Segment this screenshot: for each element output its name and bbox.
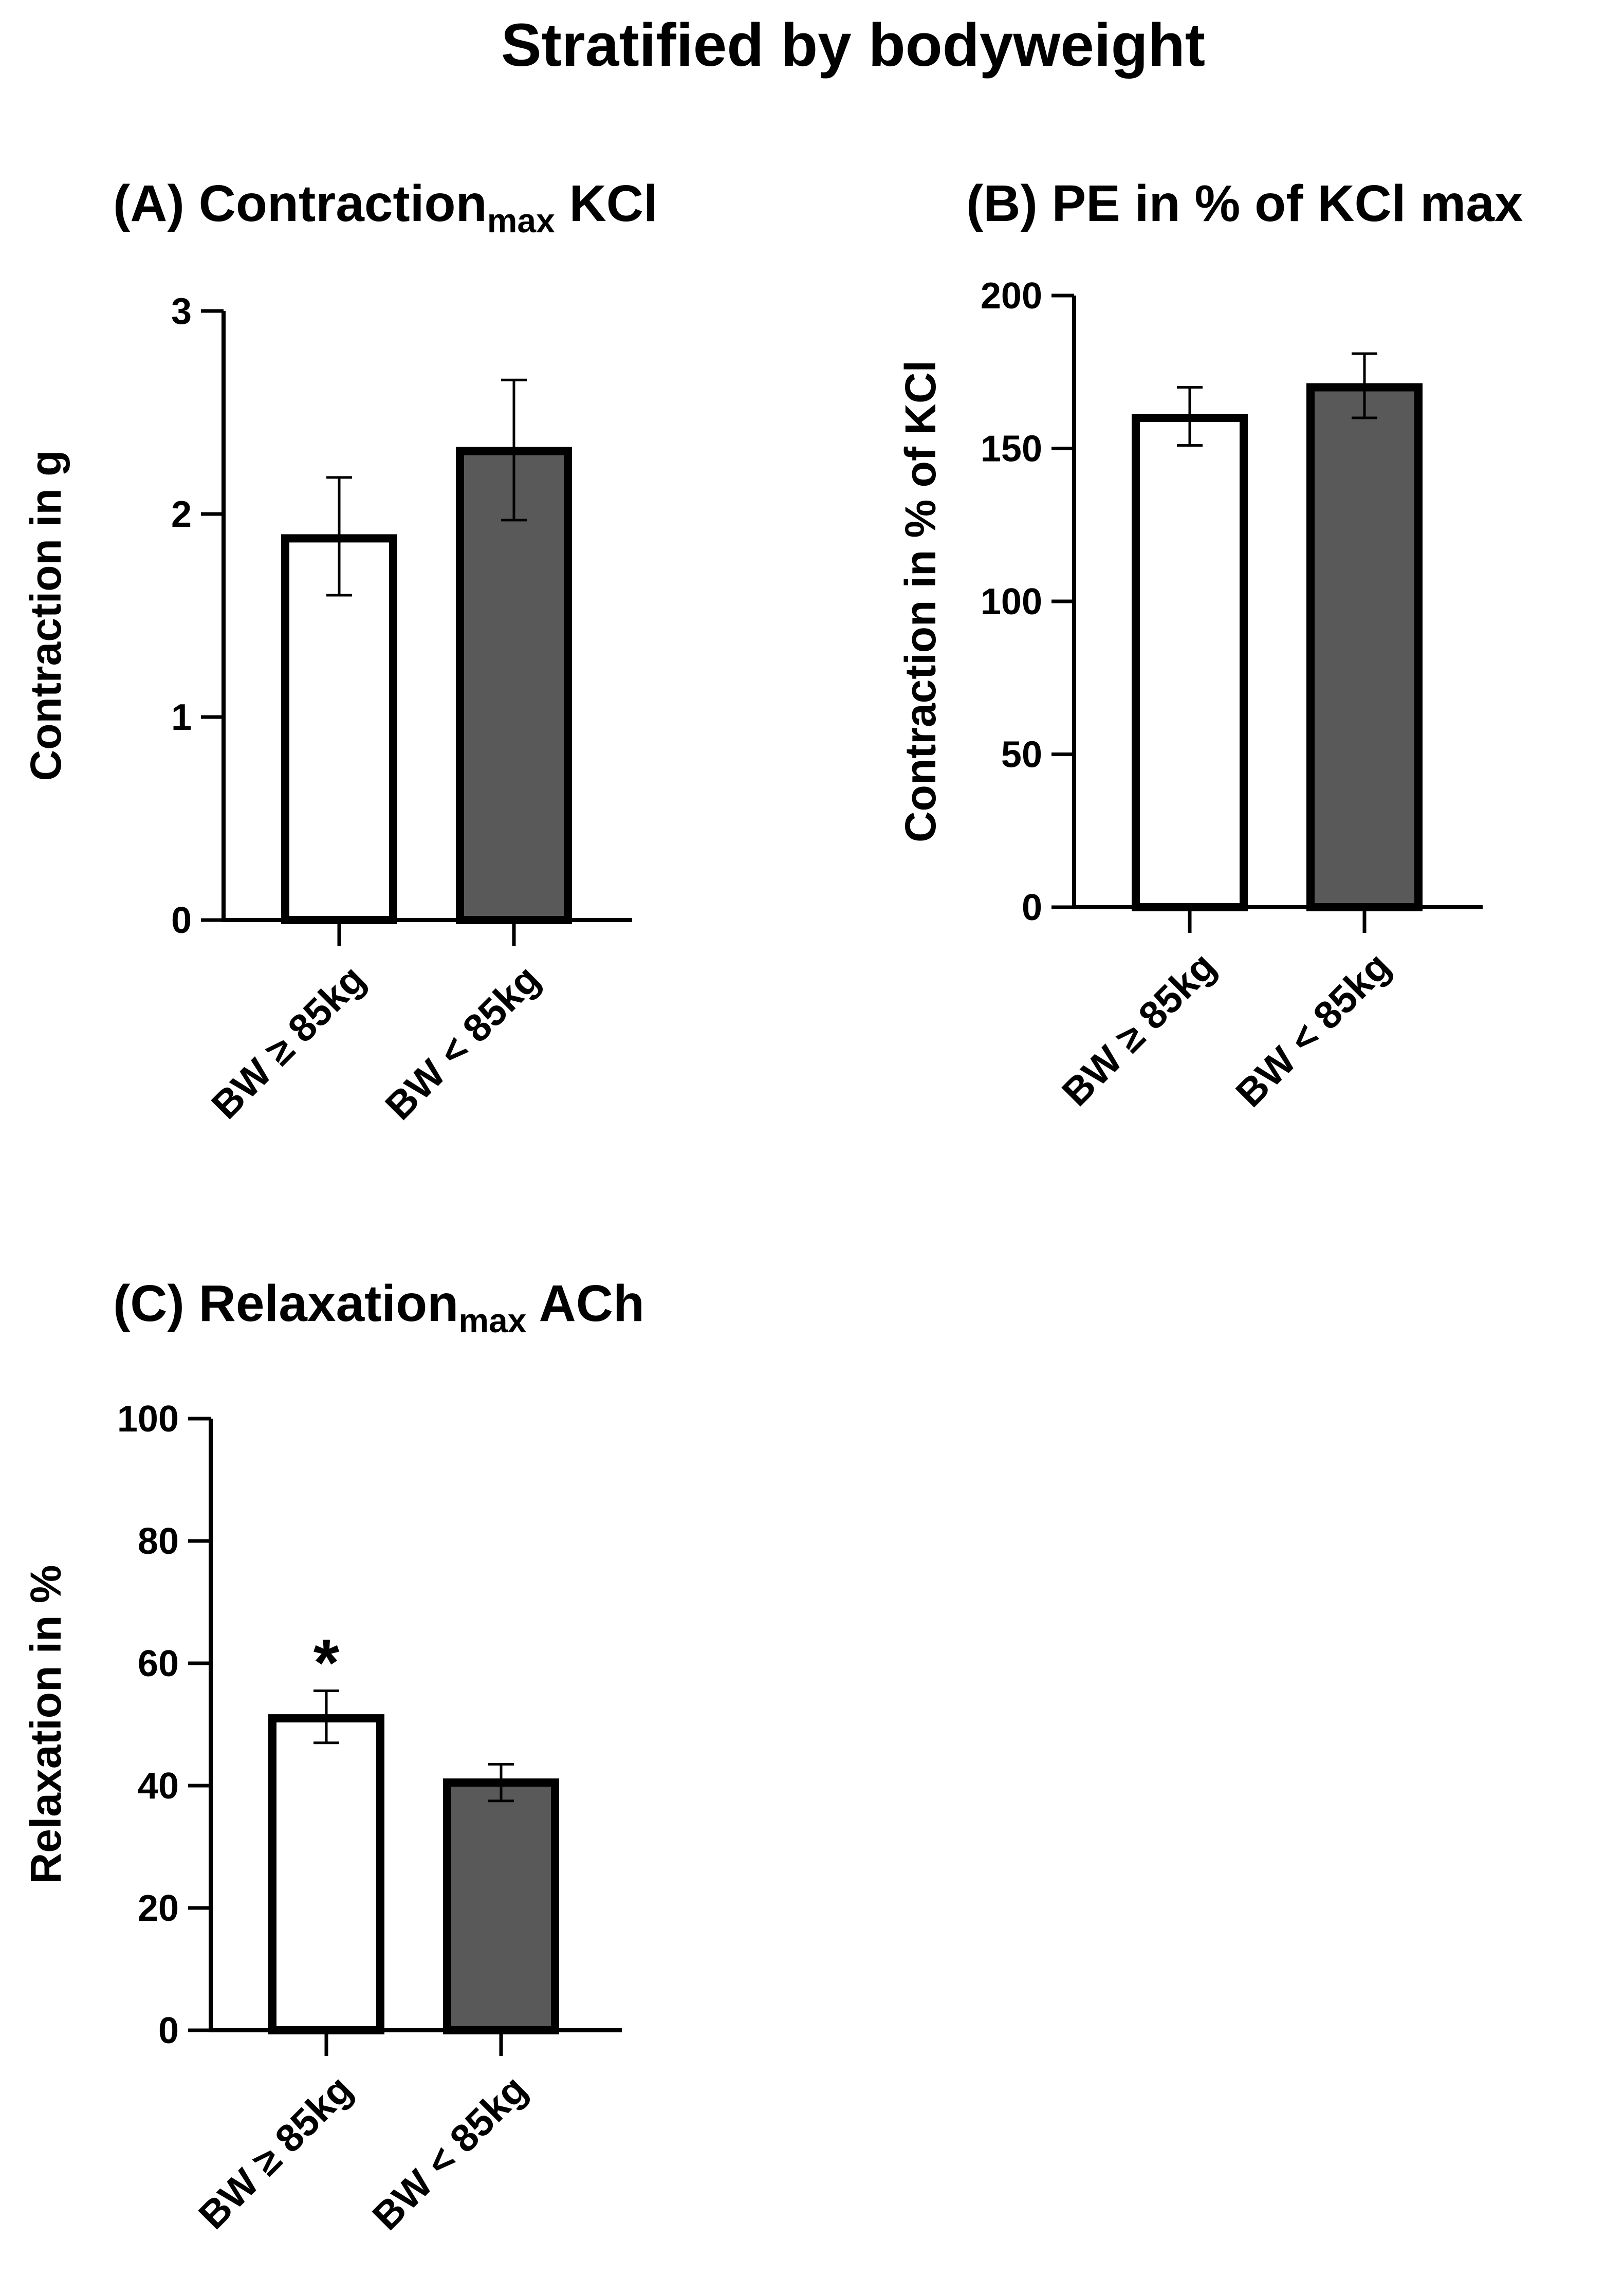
panel-c-title-main: (C) Relaxation — [113, 1275, 458, 1332]
panel-b-y-tick-label: 50 — [1001, 734, 1042, 776]
panel-a-x-category-label: BW < 85kg — [377, 957, 548, 1128]
panel-c-y-axis-label: Relaxation in % — [22, 1565, 70, 1884]
panel-b-bar-2 — [1306, 383, 1423, 911]
panel-c-y-tick-label: 100 — [117, 1399, 179, 1440]
panel-c-bar-1 — [268, 1714, 384, 2035]
panel-a: (A) Contractionmax KCl Contraction in g 0 1… — [22, 175, 658, 1128]
panel-c-y-tick-label: 20 — [138, 1888, 179, 1929]
panel-b-bar-1 — [1132, 414, 1248, 911]
panel-c-significance-marker: * — [313, 1625, 340, 1700]
panel-a-bar-2 — [456, 447, 572, 924]
panel-b-y-axis-label: Contraction in % of KCl — [896, 360, 945, 842]
panel-a-y-axis-label: Contraction in g — [22, 450, 70, 781]
figure-title: Stratified by bodyweight — [501, 11, 1205, 79]
panel-b-x-category-label: BW ≥ 85kg — [1054, 944, 1224, 1114]
panel-b-y-tick-label: 150 — [981, 429, 1042, 470]
panel-a-y-tick-label: 3 — [171, 291, 192, 332]
panel-c-y-tick-label: 40 — [138, 1766, 179, 1807]
panel-c-bar-2 — [443, 1778, 559, 2035]
panel-c-title-subscript: max — [458, 1301, 526, 1339]
panel-b: (B) PE in % of KCl max Contraction in % o… — [896, 175, 1523, 1115]
panel-a-title-suffix: KCl — [555, 175, 658, 232]
panel-c: (C) Relaxationmax ACh Relaxation in % 0 20 4… — [22, 1275, 644, 2238]
panel-b-x-category-label: BW < 85kg — [1228, 944, 1399, 1115]
panel-a-title: (A) Contractionmax KCl — [113, 175, 658, 240]
panel-a-title-main: (A) Contraction — [113, 175, 487, 232]
panel-a-y-tick-label: 2 — [171, 494, 192, 535]
panel-c-y-tick-label: 0 — [158, 2010, 179, 2051]
panel-a-x-category-label: BW ≥ 85kg — [204, 957, 374, 1127]
panel-b-y-tick-label: 100 — [981, 581, 1042, 622]
panel-b-title-main: (B) PE in % of KCl max — [966, 175, 1523, 232]
panel-c-x-category-label: BW ≥ 85kg — [191, 2067, 361, 2237]
panel-a-title-subscript: max — [487, 201, 555, 240]
panel-c-x-category-label: BW < 85kg — [364, 2067, 536, 2238]
panel-c-y-tick-label: 60 — [138, 1643, 179, 1684]
panel-c-y-tick-label: 80 — [138, 1521, 179, 1562]
panel-c-title-suffix: ACh — [526, 1275, 644, 1332]
panel-b-y-tick-label: 200 — [981, 276, 1042, 317]
panel-a-y-tick-label: 1 — [171, 697, 192, 738]
panel-c-title: (C) Relaxationmax ACh — [113, 1275, 644, 1339]
panel-b-y-tick-label: 0 — [1022, 887, 1042, 928]
panel-a-y-tick-label: 0 — [171, 900, 192, 941]
panel-b-title: (B) PE in % of KCl max — [966, 175, 1523, 232]
